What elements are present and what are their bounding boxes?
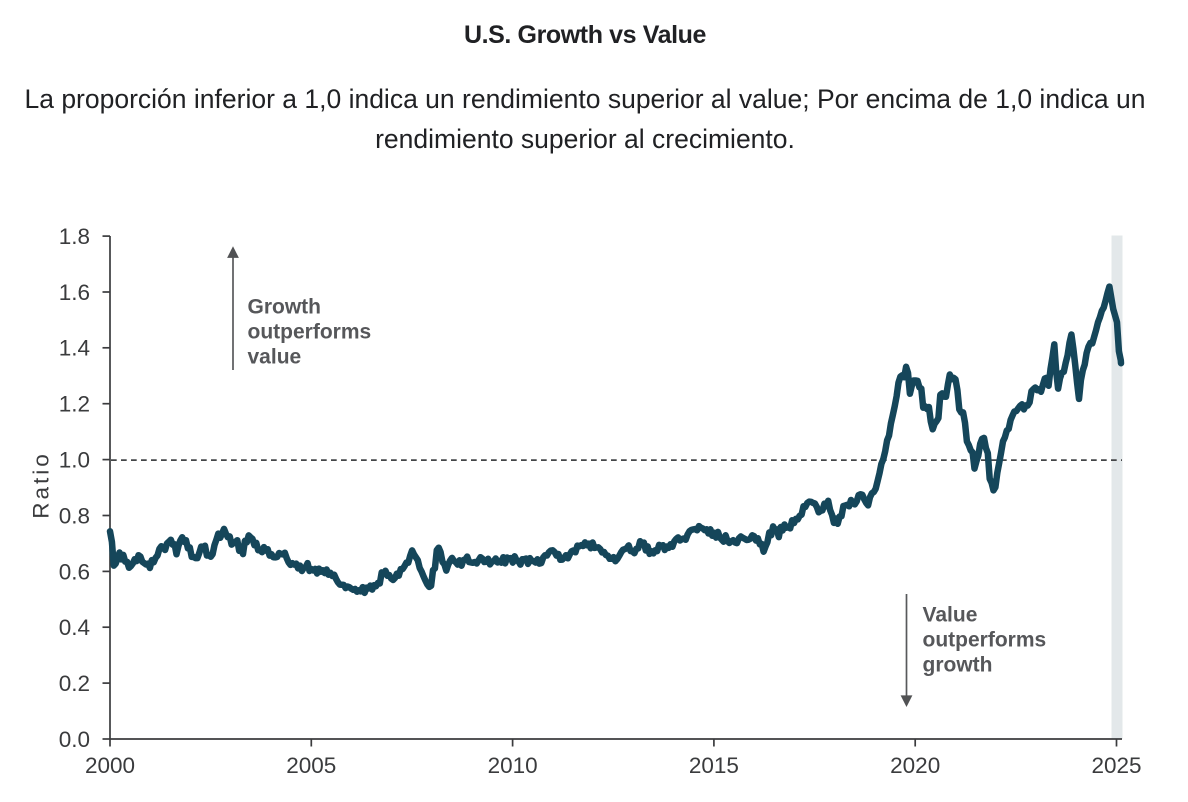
- svg-text:2020: 2020: [890, 753, 940, 778]
- svg-text:2025: 2025: [1091, 753, 1141, 778]
- svg-text:2015: 2015: [689, 753, 739, 778]
- svg-text:outperforms: outperforms: [923, 629, 1047, 652]
- svg-text:0.6: 0.6: [59, 559, 90, 584]
- svg-text:2000: 2000: [85, 753, 135, 778]
- svg-text:2005: 2005: [286, 753, 336, 778]
- svg-text:1.4: 1.4: [59, 336, 90, 361]
- svg-text:1.0: 1.0: [59, 448, 90, 473]
- svg-text:outperforms: outperforms: [248, 321, 372, 344]
- svg-text:1.2: 1.2: [59, 392, 90, 417]
- svg-text:value: value: [248, 346, 302, 369]
- svg-text:0.8: 0.8: [59, 503, 90, 528]
- svg-text:1.8: 1.8: [59, 224, 90, 249]
- svg-text:2010: 2010: [488, 753, 538, 778]
- svg-text:0.0: 0.0: [59, 727, 90, 752]
- svg-text:0.2: 0.2: [59, 671, 90, 696]
- svg-text:growth: growth: [923, 654, 993, 677]
- svg-text:Value: Value: [923, 604, 978, 627]
- svg-text:Ratio: Ratio: [29, 451, 54, 519]
- svg-text:Growth: Growth: [248, 296, 322, 319]
- svg-text:0.4: 0.4: [59, 615, 90, 640]
- svg-text:1.6: 1.6: [59, 280, 90, 305]
